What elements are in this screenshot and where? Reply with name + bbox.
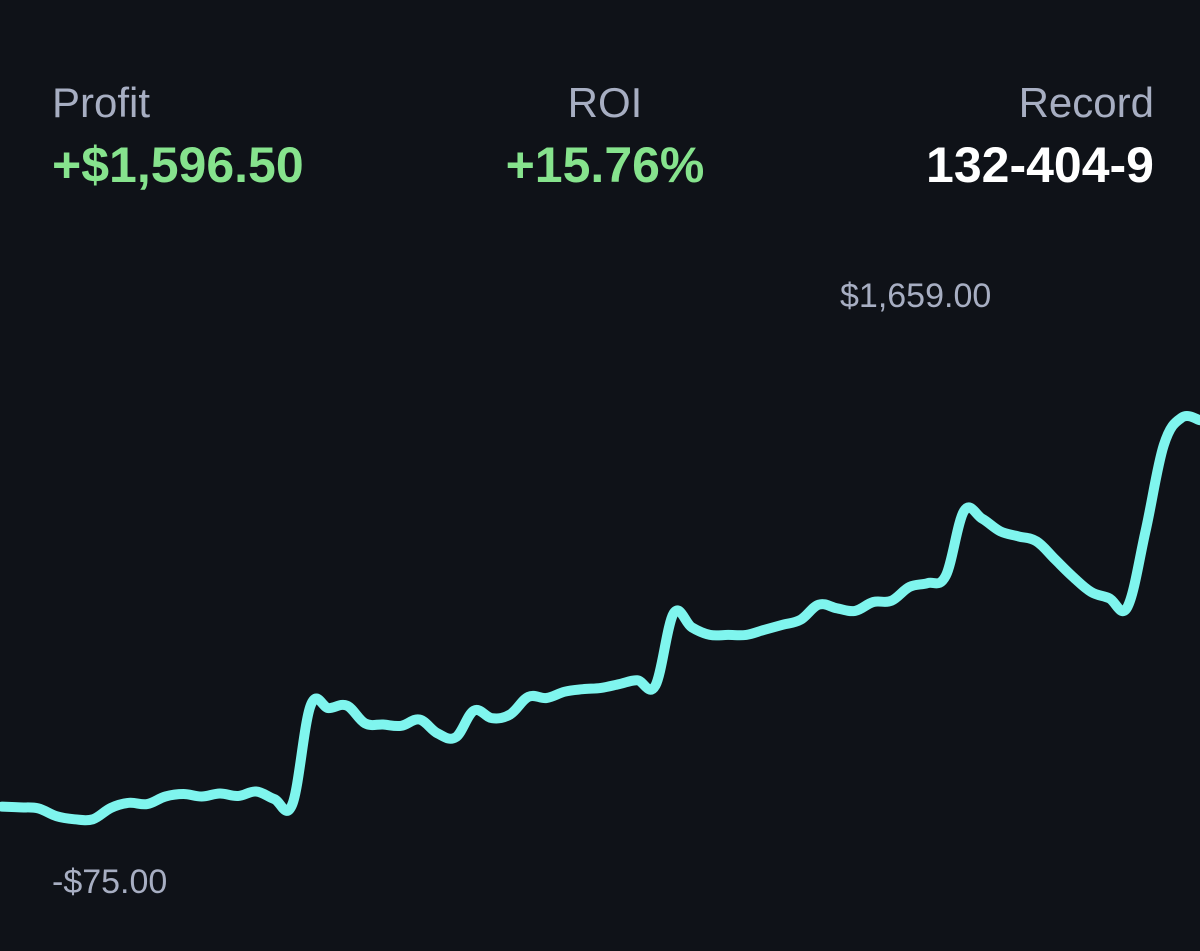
roi-label: ROI [567, 79, 643, 126]
profit-series-line [0, 411, 1200, 826]
record-value: 132-404-9 [926, 137, 1154, 193]
record-stat: Record 132-404-9 [926, 78, 1154, 196]
roi-stat: ROI +15.76% [496, 78, 714, 196]
profit-stat: Profit +$1,596.50 [52, 78, 304, 196]
record-label: Record [1018, 79, 1154, 126]
profit-label: Profit [52, 79, 151, 126]
roi-value: +15.76% [505, 137, 705, 193]
profit-value: +$1,596.50 [52, 137, 304, 193]
min-value-label: -$75.00 [52, 863, 168, 901]
max-value-label: $1,659.00 [840, 277, 992, 315]
